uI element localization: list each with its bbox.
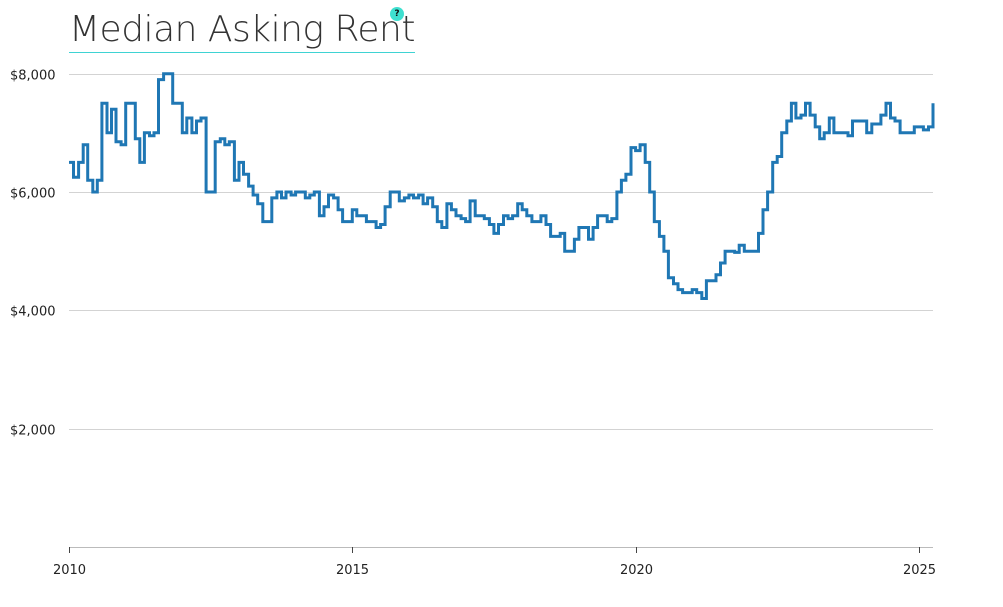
y-axis: $2,000 $4,000 $6,000 $8,000 — [10, 69, 56, 439]
y-tick-label: $2,000 — [10, 424, 56, 439]
y-tick-label: $4,000 — [10, 305, 56, 320]
y-tick-label: $8,000 — [10, 69, 56, 84]
x-tick-label: 2015 — [336, 563, 369, 578]
series-group — [69, 72, 935, 300]
x-axis: 2010 2015 2020 2025 — [53, 547, 936, 578]
question-icon[interactable]: ? — [390, 7, 404, 21]
y-tick-label: $6,000 — [10, 187, 56, 202]
series-line — [69, 72, 935, 300]
x-tick-label: 2025 — [903, 563, 936, 578]
x-tick-label: 2020 — [620, 563, 653, 578]
chart-title: Median Asking Rent — [69, 8, 415, 53]
gridlines — [69, 74, 933, 430]
chart-title-wrap: Median Asking Rent — [69, 8, 415, 53]
x-tick-label: 2010 — [53, 563, 86, 578]
